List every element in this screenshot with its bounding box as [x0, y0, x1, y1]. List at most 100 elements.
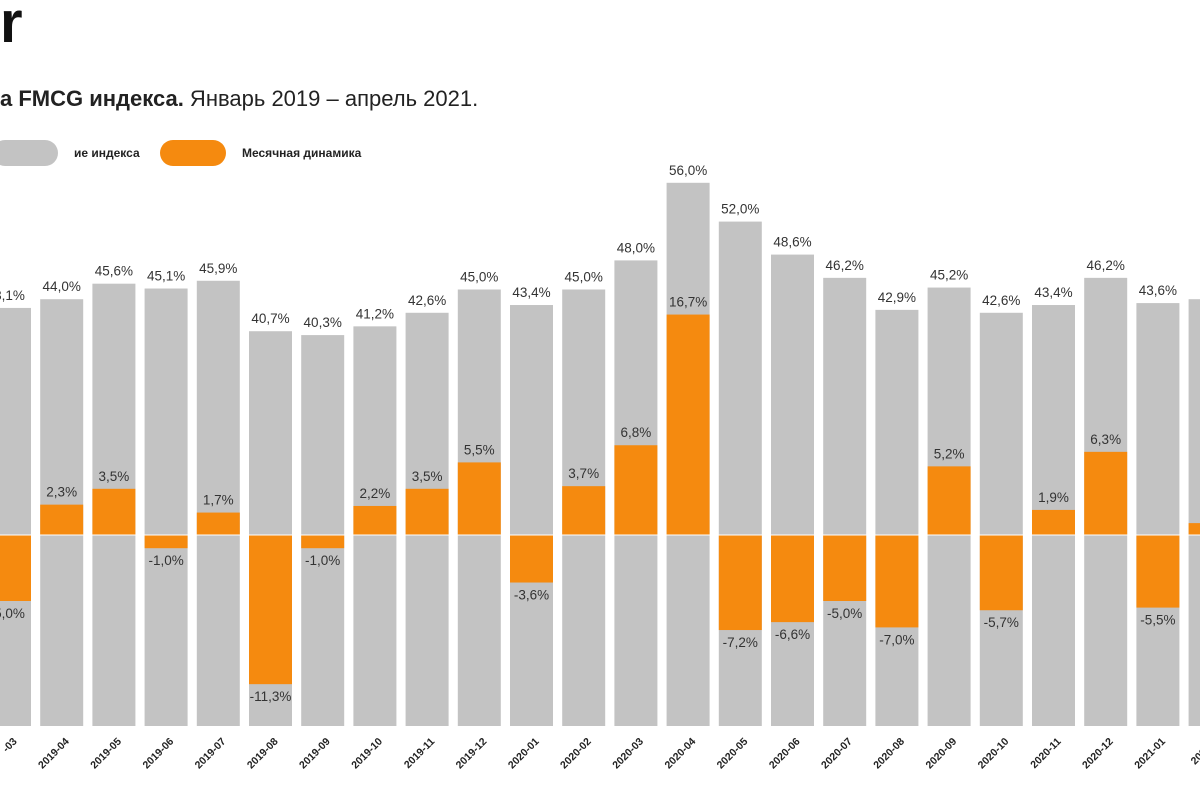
x-tick-label: 2020-12	[1080, 736, 1116, 772]
monthly-value-label: -1,0%	[305, 553, 340, 568]
x-tick-label: 2020-04	[662, 736, 698, 772]
legend-item-index: ие индекса	[0, 138, 140, 168]
monthly-bar	[562, 486, 606, 535]
monthly-bar	[875, 535, 919, 628]
x-tick-label: 2019-08	[245, 736, 281, 772]
index-value-label: 46,2%	[826, 258, 864, 273]
monthly-bar	[1084, 451, 1128, 535]
monthly-bar	[196, 512, 240, 535]
brand-logo: r	[0, 0, 23, 55]
monthly-value-label: 1,7%	[203, 493, 234, 508]
monthly-bar	[457, 462, 501, 535]
x-tick-label: 2021-0	[1189, 736, 1200, 768]
monthly-value-label: 5,2%	[934, 446, 965, 461]
index-value-label: 42,9%	[878, 290, 916, 305]
x-tick-label: -03	[0, 736, 19, 755]
monthly-value-label: 3,5%	[412, 469, 443, 484]
x-tick-label: 2019-05	[88, 736, 124, 772]
chart-title: a FMCG индекса. Январь 2019 – апрель 202…	[0, 86, 478, 112]
x-tick-label: 2020-09	[923, 736, 959, 772]
monthly-bar	[666, 314, 710, 535]
monthly-value-label: 3,5%	[99, 469, 130, 484]
monthly-bar	[510, 535, 553, 583]
monthly-value-label: 2,3%	[46, 485, 77, 500]
index-value-label: 45,9%	[199, 261, 237, 276]
index-value-label: 43,6%	[1139, 283, 1177, 298]
monthly-value-label: -3,6%	[514, 588, 549, 603]
index-value-label: 48,6%	[773, 235, 811, 250]
index-bar	[718, 221, 762, 726]
index-value-label: 43,4%	[1034, 285, 1072, 300]
index-bar	[0, 307, 31, 726]
x-tick-label: 2019-06	[140, 736, 176, 772]
index-bar	[1188, 299, 1200, 726]
monthly-bar	[40, 504, 84, 535]
index-value-label: 45,2%	[930, 268, 968, 283]
index-bar	[771, 254, 814, 726]
legend-label-monthly: Месячная динамика	[242, 146, 362, 160]
monthly-bar	[353, 505, 397, 535]
index-value-label: 45,1%	[147, 269, 185, 284]
x-tick-label: 2020-03	[610, 736, 646, 772]
legend-swatch-index	[0, 140, 58, 166]
monthly-value-label: -1,0%	[148, 553, 183, 568]
x-tick-label: 2019-09	[297, 736, 333, 772]
index-value-label: 56,0%	[669, 163, 707, 178]
monthly-bar	[823, 535, 867, 601]
index-value-label: 45,0%	[460, 270, 498, 285]
monthly-value-label: -7,2%	[723, 635, 758, 650]
index-bar	[196, 280, 240, 726]
monthly-bar	[771, 535, 814, 623]
monthly-value-label: 3,7%	[568, 466, 599, 481]
index-bar	[144, 288, 188, 726]
monthly-value-label: -11,3%	[250, 689, 292, 704]
monthly-bar	[1188, 523, 1200, 535]
index-value-label: 45,6%	[95, 264, 133, 279]
monthly-value-label: 6,8%	[621, 425, 652, 440]
monthly-value-label: 2,2%	[360, 486, 391, 501]
index-bar	[823, 277, 867, 726]
monthly-bar	[1136, 535, 1180, 608]
monthly-bar	[718, 535, 762, 631]
x-tick-label: 2020-07	[819, 736, 855, 772]
index-value-label: 44,0%	[43, 279, 81, 294]
monthly-bar	[927, 466, 971, 535]
chart-title-period: Январь 2019 – апрель 2021.	[183, 86, 479, 111]
index-bar	[979, 312, 1023, 726]
index-value-label: 46,2%	[1087, 258, 1125, 273]
x-tick-label: 2020-08	[871, 736, 907, 772]
index-bar	[301, 335, 345, 726]
index-value-label: 42,6%	[408, 293, 446, 308]
x-tick-label: 2020-11	[1028, 736, 1063, 771]
x-tick-label: 2021-01	[1132, 736, 1168, 772]
monthly-bar	[249, 535, 292, 685]
monthly-value-label: 5,0%	[0, 606, 25, 621]
legend-item-monthly: Месячная динамика	[160, 138, 361, 168]
x-tick-label: 2020-06	[767, 736, 803, 772]
x-tick-label: 2019-12	[454, 736, 490, 772]
chart-title-bold: a FMCG индекса.	[0, 86, 184, 111]
x-tick-label: 2020-10	[976, 736, 1012, 772]
index-value-label: 41,2%	[356, 306, 394, 321]
monthly-value-label: 6,3%	[1090, 432, 1121, 447]
x-tick-label: 2020-05	[715, 736, 751, 772]
monthly-value-label: -5,5%	[1140, 613, 1175, 628]
monthly-value-label: -7,0%	[879, 632, 914, 647]
index-value-label: 3,1%	[0, 288, 25, 303]
monthly-bar	[301, 535, 345, 549]
x-tick-label: 2020-01	[506, 736, 542, 772]
index-value-label: 40,7%	[251, 311, 289, 326]
monthly-value-label: -5,0%	[827, 606, 862, 621]
monthly-value-label: 16,7%	[669, 295, 707, 310]
monthly-bar	[1032, 509, 1075, 535]
index-bar	[1136, 303, 1180, 726]
index-value-label: 42,6%	[982, 293, 1020, 308]
legend-swatch-monthly	[160, 140, 226, 166]
x-tick-label: 2019-04	[36, 736, 72, 772]
monthly-bar	[979, 535, 1023, 611]
x-tick-label: 2019-11	[402, 736, 437, 771]
index-value-label: 45,0%	[565, 270, 603, 285]
x-tick-label: 2019-10	[349, 736, 385, 772]
monthly-bar	[92, 488, 136, 535]
index-bar	[875, 309, 919, 726]
